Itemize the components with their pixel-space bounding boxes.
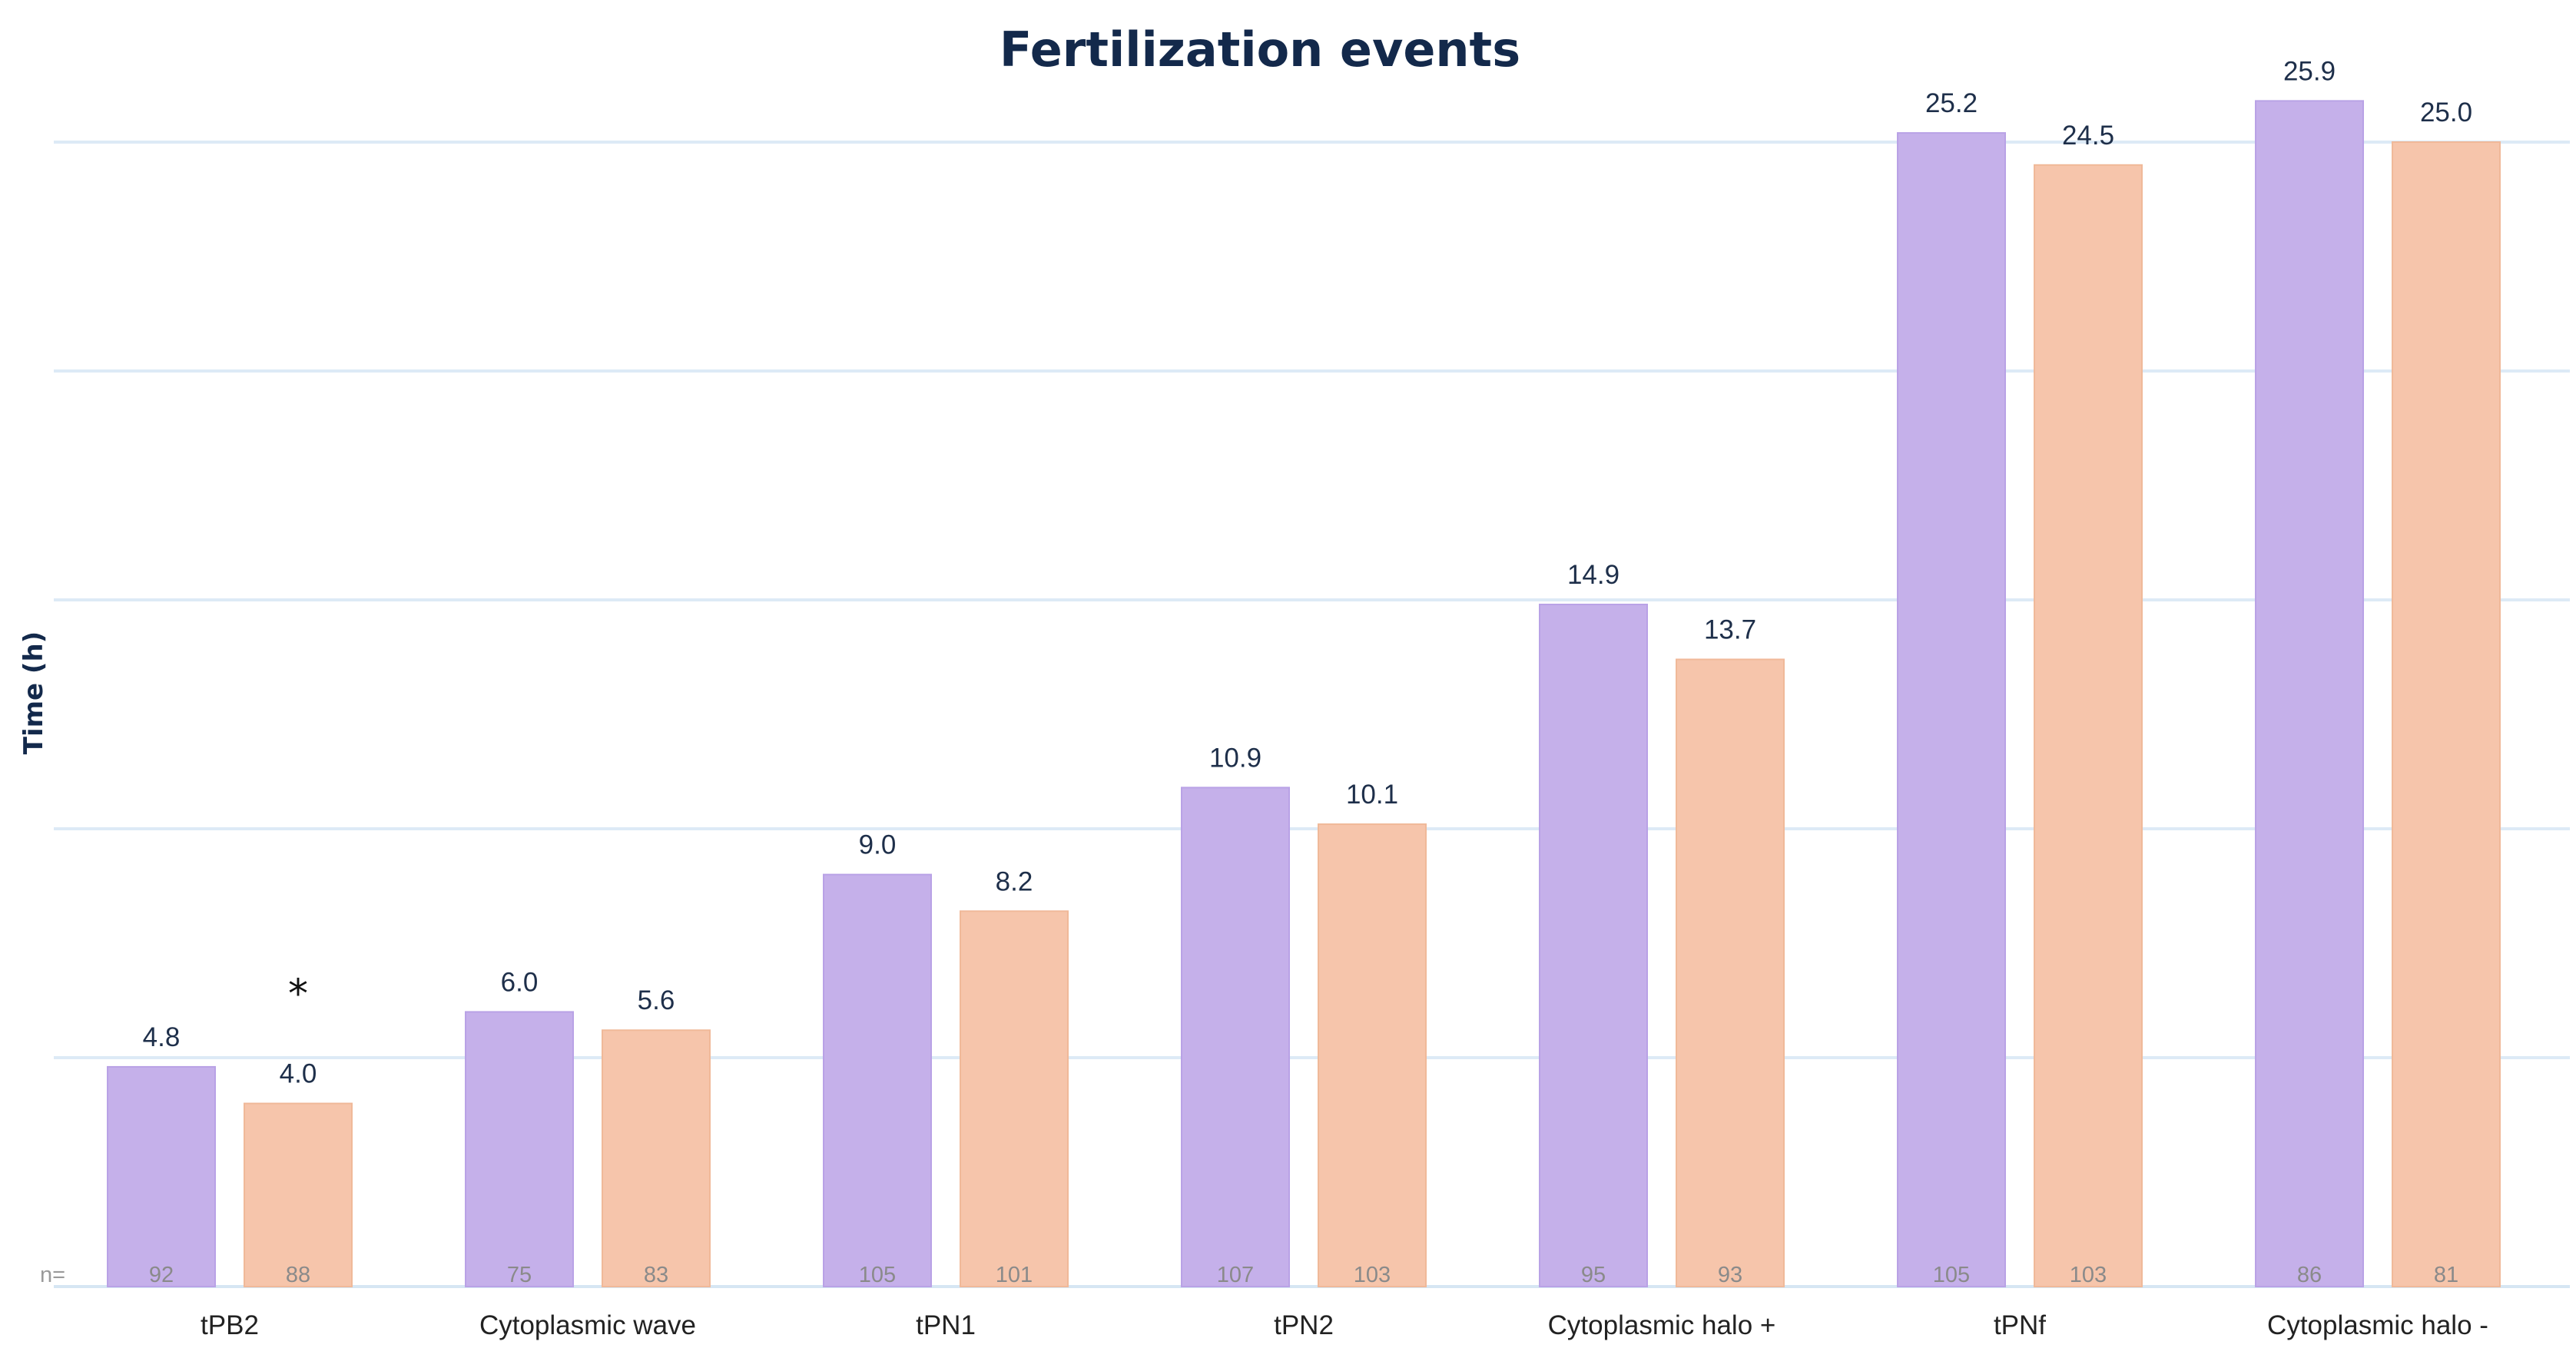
data-label: 10.1 [1346, 780, 1398, 810]
value-labels: 4.8 4.0 6.0 5.6 9.0 8.2 10.9 10.1 14.9 13.7 25.2 24… [143, 56, 2472, 1088]
sample-size-labels: 92 88 75 83 105 101 107 103 95 93 105 103 86 81 [149, 1263, 2458, 1287]
bar [1181, 787, 1290, 1287]
bar [1897, 132, 2006, 1288]
n-count-label: 103 [1354, 1263, 1391, 1287]
x-tick-label: Cytoplasmic halo + [1548, 1310, 1776, 1340]
data-label: 25.0 [2420, 98, 2472, 128]
n-count-label: 93 [1718, 1263, 1742, 1287]
n-count-label: 103 [2070, 1263, 2107, 1287]
n-count-label: 92 [149, 1263, 174, 1287]
bar [602, 1029, 711, 1287]
bar [2034, 164, 2143, 1287]
data-label: 4.8 [143, 1022, 181, 1052]
data-label: 25.9 [2283, 56, 2336, 86]
x-tick-label: tPN1 [916, 1310, 976, 1340]
bar [1676, 658, 1785, 1287]
bar [465, 1011, 574, 1288]
data-label: 4.0 [280, 1059, 317, 1089]
data-label: 9.0 [859, 830, 897, 860]
data-label: 8.2 [996, 866, 1033, 896]
data-label: 24.5 [2062, 121, 2114, 151]
significance-marker: * [288, 972, 308, 1018]
category-labels: tPB2 Cytoplasmic wave tPN1 tPN2 Cytoplasmic … [201, 1310, 2488, 1340]
x-tick-label: tPN2 [1274, 1310, 1334, 1340]
bar [823, 873, 932, 1287]
bar [107, 1065, 216, 1288]
n-count-label: 101 [996, 1263, 1033, 1287]
data-label: 14.9 [1567, 560, 1620, 590]
bars [107, 100, 2501, 1288]
data-label: 13.7 [1704, 614, 1756, 644]
annotations: * [288, 972, 308, 1018]
gridlines [54, 141, 2570, 1288]
bar [244, 1102, 353, 1287]
bar [1539, 603, 1648, 1287]
data-label: 6.0 [501, 967, 539, 997]
data-label: 10.9 [1209, 743, 1261, 773]
x-tick-label: tPB2 [201, 1310, 259, 1340]
n-count-label: 107 [1217, 1263, 1254, 1287]
y-axis-label: Time (h) [18, 631, 49, 754]
n-count-label: 95 [1581, 1263, 1606, 1287]
n-count-label: 86 [2297, 1263, 2322, 1287]
bar [2392, 141, 2501, 1287]
data-label: 5.6 [638, 985, 675, 1015]
n-count-label: 81 [2434, 1263, 2458, 1287]
n-count-label: 83 [644, 1263, 668, 1287]
x-tick-label: Cytoplasmic halo - [2267, 1310, 2488, 1340]
bar [960, 910, 1069, 1288]
n-prefix-label: n= [40, 1263, 65, 1287]
n-count-label: 105 [1933, 1263, 1970, 1287]
bar [1318, 823, 1427, 1288]
data-label: 25.2 [1925, 88, 1978, 118]
x-tick-label: tPNf [1994, 1310, 2046, 1340]
chart-title: Fertilization events [1000, 22, 1520, 78]
x-tick-label: Cytoplasmic wave [479, 1310, 696, 1340]
n-count-label: 75 [507, 1263, 532, 1287]
bar [2255, 100, 2364, 1288]
n-count-label: 88 [286, 1263, 310, 1287]
n-count-label: 105 [859, 1263, 896, 1287]
